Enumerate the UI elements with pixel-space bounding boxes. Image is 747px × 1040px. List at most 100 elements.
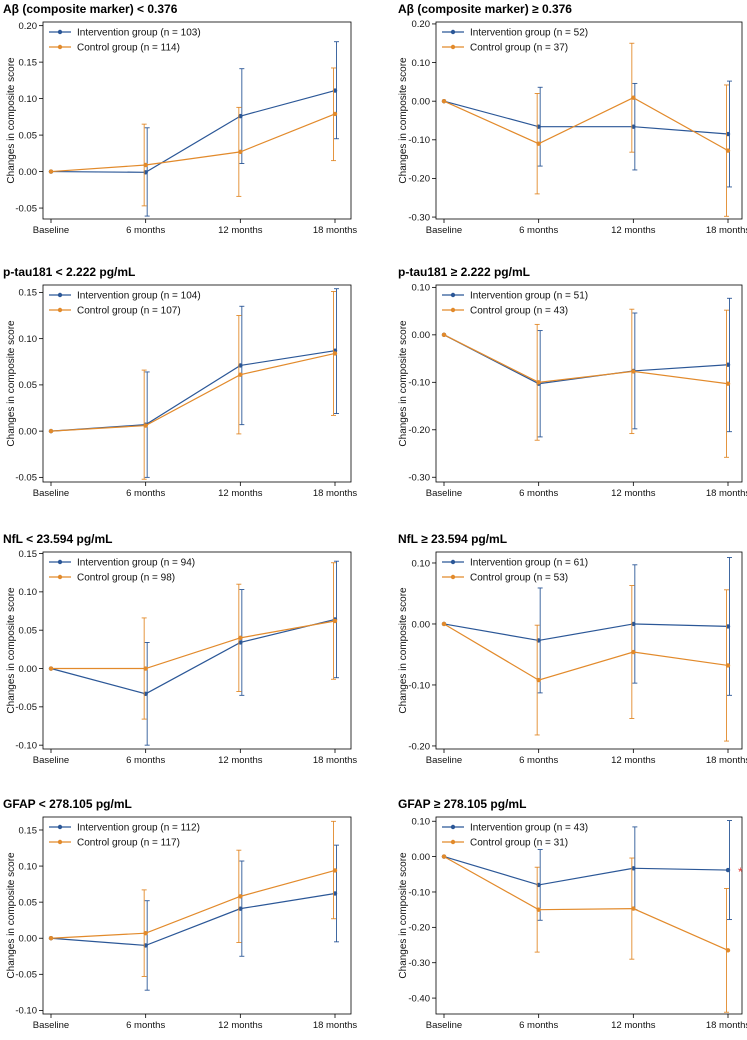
plot-frame (435, 816, 743, 1015)
data-point (441, 98, 447, 104)
chart-svg: -0.05 0.00 0.05 0.10 0.15 0.20 Baseline 6 month… (6, 21, 357, 236)
series-line (443, 856, 729, 951)
data-point (48, 428, 54, 434)
y-tick-label: -0.30 (408, 212, 430, 223)
legend-marker (57, 29, 63, 35)
x-tick-label: 18 months (313, 755, 358, 766)
x-tick-label: 18 months (706, 755, 747, 766)
y-tick-label: -0.20 (408, 425, 430, 436)
series-line (50, 869, 336, 939)
data-point (631, 369, 636, 374)
data-point (725, 148, 731, 153)
y-tick-label: 0.00 (19, 664, 38, 675)
y-tick-label: 0.15 (19, 825, 38, 836)
legend-marker (57, 824, 63, 830)
legend-label: Control group (n = 98) (77, 573, 175, 584)
x-tick-label: 6 months (519, 225, 558, 236)
chart-panel-gfap-high: GFAP ≥ 278.105 pg/mL -0.40 -0.30 -0.20 -0.1… (398, 797, 747, 1037)
y-tick-label: -0.30 (408, 473, 430, 484)
y-tick-label: -0.40 (408, 993, 430, 1004)
x-tick-label: 12 months (218, 755, 263, 766)
legend-label: Intervention group (n = 104) (77, 291, 201, 302)
x-tick-label: Baseline (33, 488, 69, 499)
chart-svg: -0.40 -0.30 -0.20 -0.10 0.00 0.10 Baseline 6 mo… (398, 816, 747, 1031)
legend-label: Control group (n = 107) (77, 306, 181, 317)
series-line (443, 334, 729, 385)
y-axis-title: Changes in composite score (398, 320, 409, 447)
y-tick-label: 0.20 (19, 21, 38, 32)
plot-frame (435, 284, 743, 483)
y-tick-label: -0.20 (408, 174, 430, 185)
series-line (50, 892, 336, 947)
y-tick-label: 0.10 (412, 817, 431, 828)
data-point (48, 169, 54, 174)
plot-frame (42, 21, 352, 220)
legend-marker (57, 292, 63, 298)
x-tick-label: 18 months (313, 1020, 358, 1031)
x-tick-label: Baseline (426, 755, 462, 766)
legend-marker (450, 307, 456, 313)
legend-label: Intervention group (n = 51) (470, 291, 588, 302)
y-tick-label: -0.10 (15, 740, 37, 751)
x-tick-label: Baseline (33, 1020, 69, 1031)
data-point (143, 162, 148, 168)
panel-title: p-tau181 < 2.222 pg/mL (3, 265, 136, 279)
plot-frame (435, 21, 743, 220)
data-point (725, 381, 731, 386)
y-tick-label: 0.15 (19, 549, 38, 560)
y-tick-label: -0.30 (408, 958, 430, 969)
x-tick-label: 18 months (706, 488, 747, 499)
chart-panel-gfap-low: GFAP < 278.105 pg/mL -0.10 -0.05 0.00 0.05 0… (3, 797, 370, 1037)
plot-frame (42, 551, 352, 750)
x-tick-label: 6 months (126, 488, 165, 499)
data-point (48, 936, 54, 941)
y-axis-title: Changes in composite score (6, 57, 17, 184)
plot-frame (42, 816, 352, 1015)
y-tick-label: -0.10 (408, 378, 430, 389)
panel-title: p-tau181 ≥ 2.222 pg/mL (398, 265, 530, 279)
x-tick-label: 6 months (519, 488, 558, 499)
series-line (50, 352, 336, 432)
legend-label: Intervention group (n = 103) (77, 28, 201, 39)
x-tick-label: 6 months (126, 755, 165, 766)
x-tick-label: 12 months (611, 755, 656, 766)
data-point (332, 618, 338, 624)
chart-panel-abeta-low: Aβ (composite marker) < 0.376 -0.05 0.00 0… (3, 2, 370, 242)
y-tick-label: 0.00 (412, 619, 431, 630)
y-tick-label: 0.05 (19, 897, 38, 908)
chart-svg: -0.05 0.00 0.05 0.10 0.15 Baseline 6 months 12 … (6, 284, 357, 499)
x-tick-label: 6 months (519, 1020, 558, 1031)
legend-label: Control group (n = 114) (77, 43, 180, 54)
series-line (443, 623, 729, 642)
data-point (143, 423, 148, 428)
legend-marker (57, 839, 63, 845)
legend-label: Control group (n = 53) (470, 573, 568, 584)
y-tick-label: 0.15 (19, 288, 38, 299)
chart-panel-nfl-high: NfL ≥ 23.594 pg/mL -0.20 -0.10 0.00 0.10 Bas… (398, 532, 747, 772)
y-tick-label: -0.05 (15, 203, 37, 214)
legend-label: Intervention group (n = 61) (470, 558, 588, 569)
x-tick-label: Baseline (426, 1020, 462, 1031)
x-tick-label: 12 months (218, 1020, 263, 1031)
panel-title: Aβ (composite marker) < 0.376 (3, 2, 178, 16)
legend-marker (57, 559, 63, 565)
data-point (332, 351, 338, 356)
legend-marker (57, 574, 63, 580)
data-point (536, 907, 541, 912)
y-tick-label: -0.10 (408, 887, 430, 898)
x-tick-label: Baseline (33, 225, 69, 236)
y-tick-label: 0.00 (412, 96, 431, 107)
data-point (441, 621, 447, 627)
y-tick-label: 0.05 (19, 625, 38, 636)
data-point (332, 868, 338, 873)
y-tick-label: -0.05 (15, 970, 37, 981)
y-tick-label: 0.05 (19, 380, 38, 391)
data-point (238, 149, 243, 155)
series-line (51, 620, 336, 670)
legend-label: Control group (n = 117) (77, 838, 180, 849)
y-tick-label: 0.00 (412, 852, 431, 863)
data-point (536, 677, 541, 683)
x-tick-label: 18 months (706, 1020, 747, 1031)
legend-label: Intervention group (n = 112) (77, 823, 200, 834)
legend-marker (450, 29, 456, 35)
